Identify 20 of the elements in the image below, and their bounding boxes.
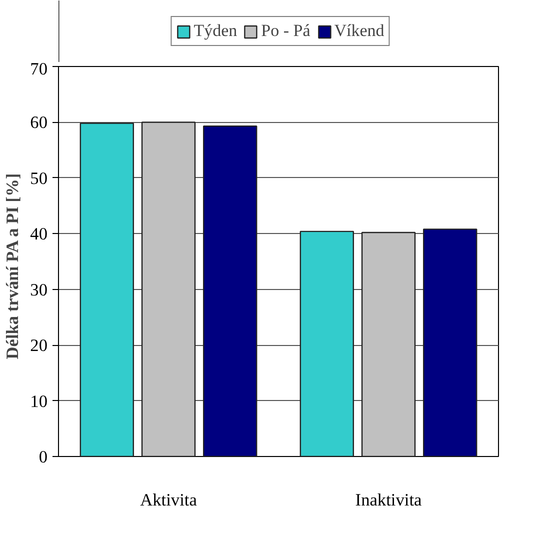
x-tick-label: Inaktivita [355,490,422,510]
y-tick-label: 20 [30,336,48,356]
y-tick-label: 70 [30,60,48,78]
bar [361,232,416,456]
y-tick-label: 40 [30,224,48,244]
bar [141,122,196,456]
bar [300,230,354,456]
bar [203,126,258,456]
x-tick-label: Aktivita [140,490,198,510]
legend-label: Po - Pá [261,21,310,41]
y-tick-label: 10 [30,392,48,411]
bar [423,228,478,456]
y-tick-label: 60 [30,113,48,132]
y-tick-label: 30 [30,280,48,300]
y-axis-title: Délka trvání PA a PI [%] [3,173,22,360]
bar [80,122,134,456]
legend-label: Týden [194,21,238,41]
y-tick-label: 0 [38,448,48,466]
legend-label: Víkend [334,21,384,41]
y-tick-label: 50 [30,168,48,188]
